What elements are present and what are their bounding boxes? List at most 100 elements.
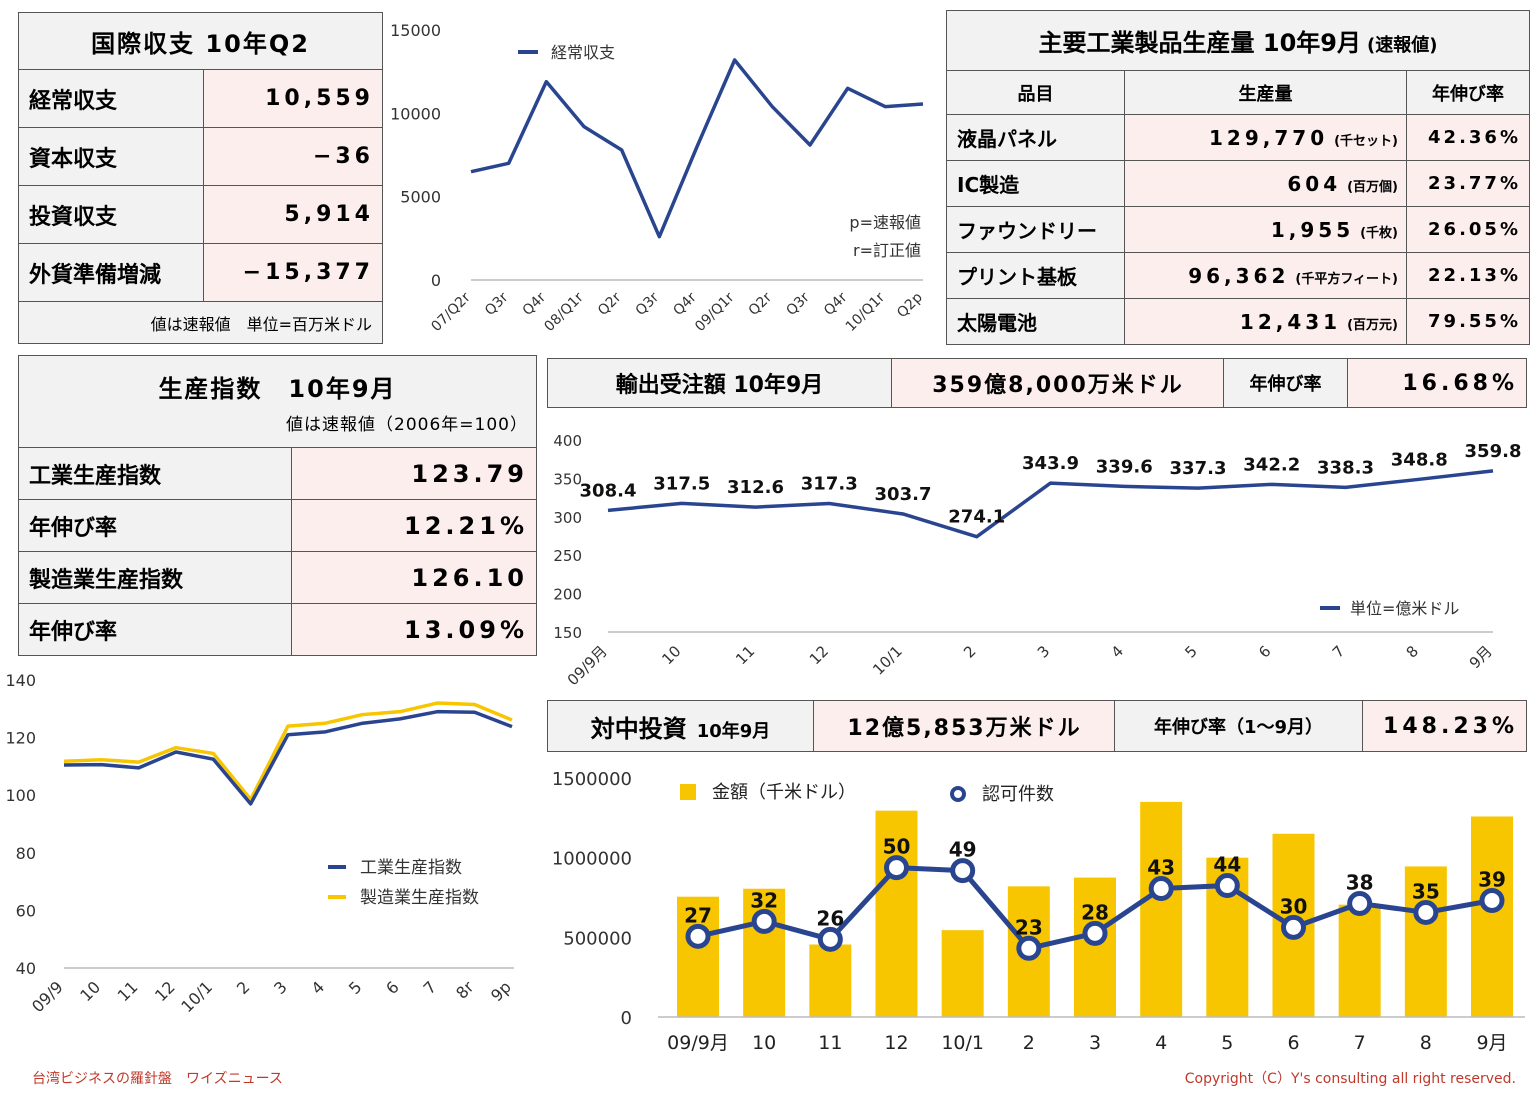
legend-label: 工業生産指数 bbox=[360, 858, 462, 878]
x-tick-label: 11 bbox=[114, 977, 142, 1005]
point-marker bbox=[1082, 920, 1108, 946]
x-tick-label: 8 bbox=[1403, 642, 1422, 661]
footer-left: 台湾ビジネスの羅針盤 ワイズニュース bbox=[32, 1071, 283, 1087]
data-label: 308.4 bbox=[580, 480, 637, 501]
bar bbox=[1338, 904, 1381, 1017]
x-tick-label: Q2r bbox=[746, 289, 776, 319]
industrial-item: 太陽電池 bbox=[946, 298, 1125, 345]
bar bbox=[1471, 816, 1513, 1017]
data-label: 338.3 bbox=[1317, 457, 1374, 478]
y-tick-label: 100 bbox=[5, 786, 36, 805]
x-tick-label: 5 bbox=[1181, 642, 1200, 661]
footer-right: Copyright（C）Y's consulting all right res… bbox=[1184, 1071, 1516, 1087]
bop-value-reserves: −15,377 bbox=[203, 243, 383, 302]
data-label: 303.7 bbox=[875, 484, 932, 505]
x-tick-label: 11 bbox=[818, 1032, 842, 1054]
industrial-table: 主要工業製品生産量 10年9月 (速報値) 品目 生産量 年伸び率 液晶パネル 12… bbox=[946, 10, 1530, 345]
data-label: 337.3 bbox=[1170, 458, 1227, 479]
point-marker bbox=[1281, 914, 1306, 940]
x-tick-label: 2 bbox=[1023, 1032, 1035, 1054]
x-tick-label: Q4r bbox=[520, 289, 550, 319]
bop-label-investment: 投資収支 bbox=[18, 185, 204, 244]
x-tick-label: 6 bbox=[1287, 1032, 1299, 1054]
x-tick-label: 10/1 bbox=[177, 977, 216, 1016]
y-tick-label: 60 bbox=[16, 901, 36, 920]
y-tick-label: 40 bbox=[16, 959, 36, 978]
china-investment-title-small: 10年9月 bbox=[696, 720, 771, 742]
industrial-volume: 129,770 bbox=[1209, 125, 1329, 150]
x-tick-label: 10 bbox=[658, 642, 684, 668]
y-tick-label: 250 bbox=[553, 547, 582, 565]
point-marker bbox=[1148, 876, 1174, 902]
bar bbox=[1140, 801, 1183, 1017]
x-tick-label: 12 bbox=[151, 977, 179, 1005]
x-tick-label: 3 bbox=[1034, 642, 1053, 661]
production-index-label: 工業生産指数 bbox=[18, 447, 292, 500]
point-marker bbox=[817, 926, 843, 952]
legend-label: 金額（千米ドル） bbox=[712, 782, 856, 803]
bop-note: 値は速報値 単位=百万米ドル bbox=[18, 301, 383, 344]
y-tick-label: 500000 bbox=[563, 928, 632, 949]
x-tick-label: 7 bbox=[420, 977, 441, 998]
data-label: 348.8 bbox=[1391, 449, 1448, 470]
x-tick-label: Q4r bbox=[821, 289, 851, 319]
x-tick-label: 5 bbox=[345, 977, 366, 998]
x-tick-label: Q3r bbox=[482, 289, 512, 319]
data-label: 317.5 bbox=[653, 473, 710, 494]
bop-label-capital: 資本収支 bbox=[18, 127, 204, 186]
y-tick-label: 400 bbox=[553, 432, 582, 450]
x-tick-label: Q3r bbox=[633, 289, 663, 319]
point-marker bbox=[1016, 935, 1042, 961]
point-marker bbox=[685, 923, 711, 949]
series-line bbox=[607, 469, 1494, 539]
x-tick-label: 7 bbox=[1329, 642, 1348, 661]
point-marker bbox=[1413, 899, 1439, 925]
y-tick-label: 120 bbox=[5, 729, 36, 748]
legend-swatch bbox=[950, 786, 966, 802]
industrial-volume: 96,362 bbox=[1188, 263, 1290, 288]
export-orders-growth-label: 年伸び率 bbox=[1223, 358, 1348, 408]
data-label: 312.6 bbox=[727, 477, 784, 498]
industrial-volume: 604 bbox=[1287, 171, 1342, 196]
x-tick-label: 3 bbox=[1089, 1032, 1101, 1054]
annotation: p=速報値 bbox=[849, 213, 921, 232]
x-tick-label: 09/Q1r bbox=[692, 289, 738, 335]
x-tick-label: 08/Q1r bbox=[541, 289, 587, 335]
series-line bbox=[63, 701, 513, 802]
industrial-volume: 12,431 bbox=[1239, 309, 1342, 334]
industrial-title-note: (速報値) bbox=[1367, 35, 1438, 56]
x-tick-label: 8 bbox=[1420, 1032, 1432, 1054]
x-tick-label: 8r bbox=[452, 977, 478, 1003]
industrial-growth: 23.77% bbox=[1406, 160, 1530, 207]
export-orders-title: 輸出受注額 10年9月 bbox=[547, 358, 892, 408]
x-tick-label: 10/1 bbox=[869, 642, 906, 679]
data-label: 317.3 bbox=[801, 474, 858, 495]
data-label: 274.1 bbox=[948, 507, 1005, 528]
y-tick-label: 140 bbox=[5, 671, 36, 690]
bar bbox=[875, 810, 918, 1017]
y-tick-label: 10000 bbox=[390, 104, 441, 123]
production-index-table: 生産指数 10年9月 値は速報値（2006年=100） 工業生産指数 123.79… bbox=[18, 355, 537, 656]
china-investment-growth-label: 年伸び率（1〜9月） bbox=[1114, 700, 1363, 752]
production-index-label: 製造業生産指数 bbox=[18, 551, 292, 604]
bar bbox=[1074, 877, 1116, 1017]
industrial-unit: (千セット) bbox=[1334, 133, 1398, 149]
data-label: 43 bbox=[1147, 856, 1175, 880]
point-marker bbox=[1214, 873, 1240, 899]
x-tick-label: 10/1 bbox=[941, 1032, 984, 1054]
x-tick-label: 4 bbox=[1108, 642, 1127, 661]
export-orders-value: 359億8,000万米ドル bbox=[891, 358, 1224, 408]
industrial-volume: 1,955 bbox=[1270, 217, 1355, 242]
industrial-growth: 79.55% bbox=[1406, 298, 1530, 345]
industrial-growth: 22.13% bbox=[1406, 252, 1530, 299]
industrial-header-volume: 生産量 bbox=[1124, 70, 1407, 115]
x-tick-label: 12 bbox=[806, 642, 832, 668]
x-tick-label: 4 bbox=[308, 977, 329, 998]
data-label: 44 bbox=[1213, 853, 1241, 877]
bar bbox=[1404, 866, 1447, 1017]
legend-label: 認可件数 bbox=[982, 784, 1054, 805]
bar bbox=[941, 930, 984, 1017]
export-orders-header: 輸出受注額 10年9月 359億8,000万米ドル 年伸び率 16.68% bbox=[547, 358, 1527, 408]
x-tick-label: 9月 bbox=[1476, 1032, 1507, 1054]
